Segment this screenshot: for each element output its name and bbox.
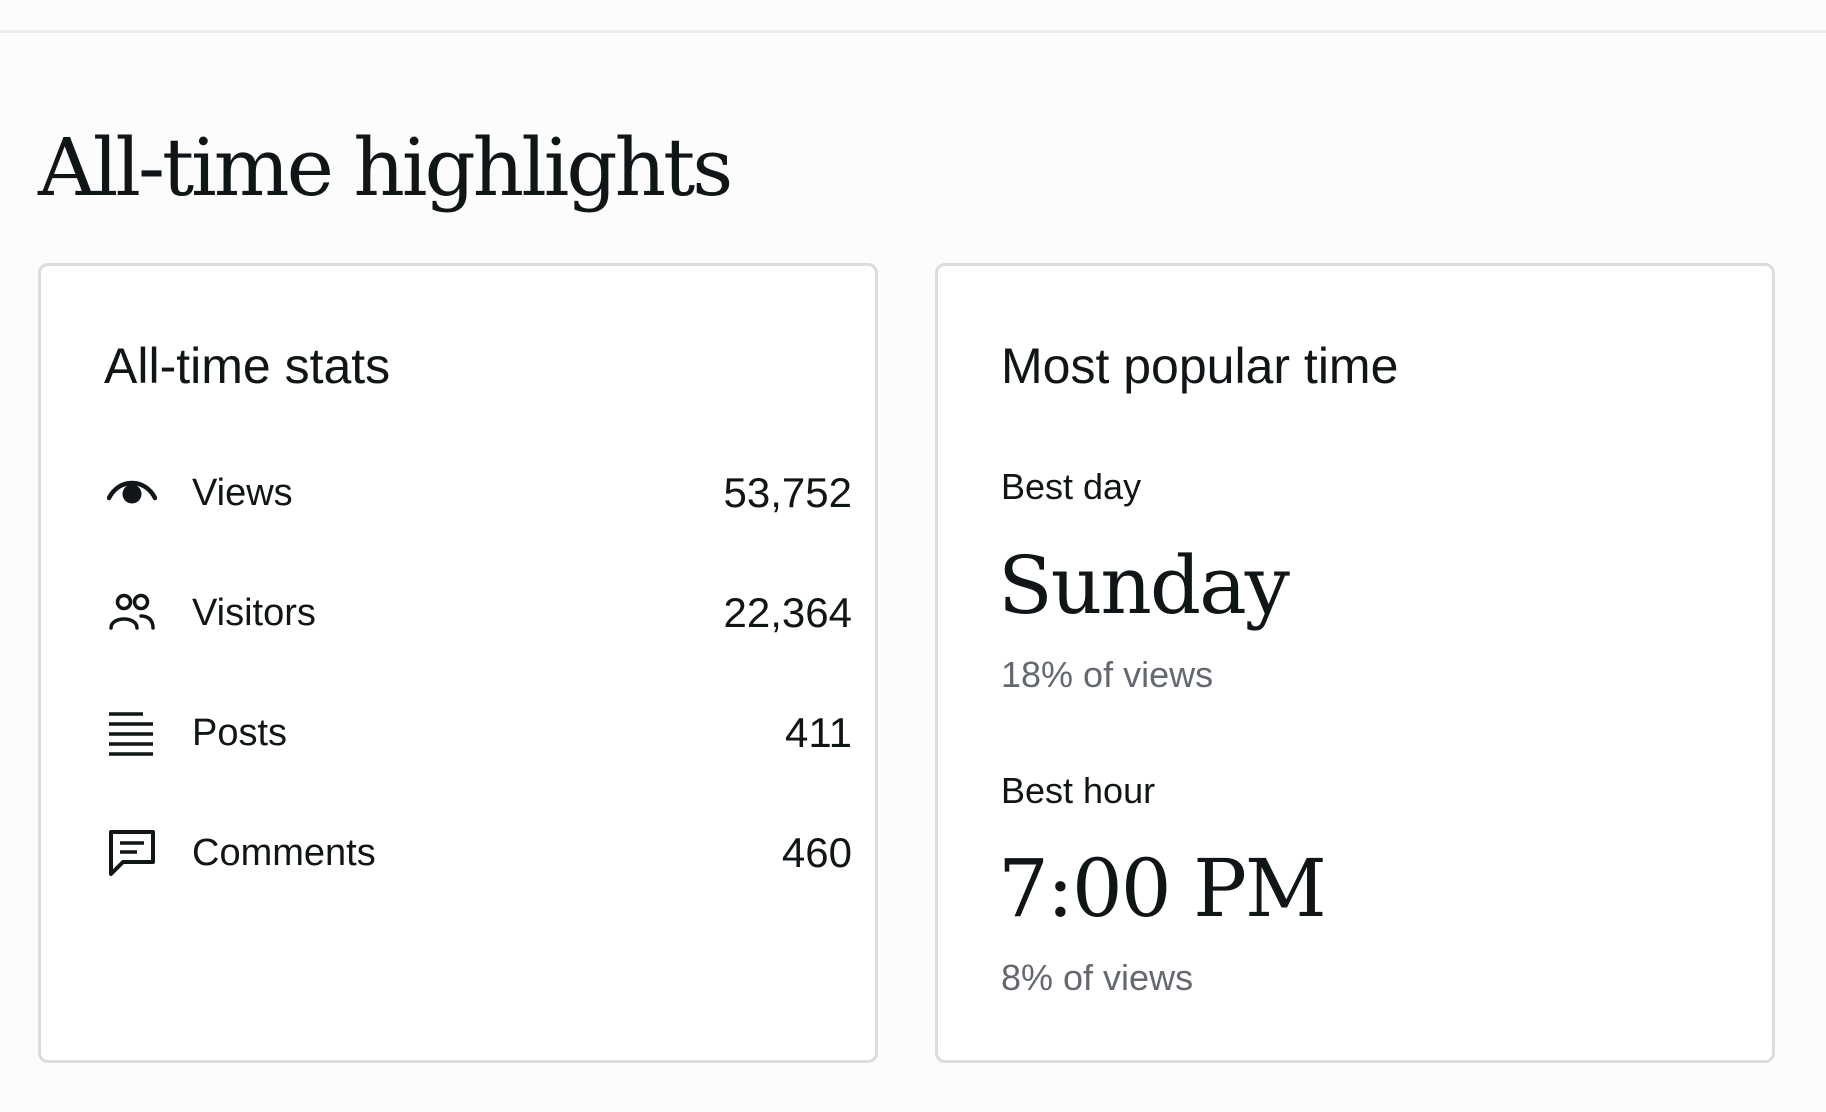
stat-label: Views	[192, 472, 293, 514]
best-hour-value: 7:00 PM	[998, 842, 1327, 935]
lines-icon	[107, 708, 157, 758]
header-divider	[0, 30, 1826, 33]
best-day-percent: 18% of views	[1001, 654, 1214, 695]
stat-row-views: Views 53,752	[107, 458, 852, 528]
best-day-label: Best day	[1001, 466, 1142, 507]
stat-value: 53,752	[723, 469, 852, 516]
stat-row-visitors: Visitors 22,364	[107, 578, 852, 648]
all-time-stats-card: All-time stats Views 53,752 Visitors 22,…	[38, 263, 878, 1063]
comment-icon	[107, 828, 157, 878]
best-day-value: Sunday	[998, 539, 1290, 632]
stat-row-comments: Comments 460	[107, 818, 852, 888]
stat-label: Visitors	[192, 592, 316, 634]
stat-value: 460	[781, 829, 852, 876]
section-title: All-time highlights	[38, 121, 733, 214]
stat-label: Comments	[192, 832, 376, 874]
stats-card-title: All-time stats	[104, 338, 391, 394]
stat-value: 22,364	[723, 589, 852, 636]
people-icon	[107, 588, 157, 638]
most-popular-time-card: Most popular time Best day Sunday 18% of…	[935, 263, 1775, 1063]
stat-label: Posts	[192, 712, 288, 754]
popular-card-title: Most popular time	[1001, 338, 1399, 394]
best-hour-percent: 8% of views	[1001, 957, 1194, 998]
stat-value: 411	[785, 709, 852, 756]
stat-row-posts: Posts 411	[107, 698, 852, 768]
best-hour-label: Best hour	[1001, 770, 1156, 811]
eye-icon	[107, 468, 157, 518]
